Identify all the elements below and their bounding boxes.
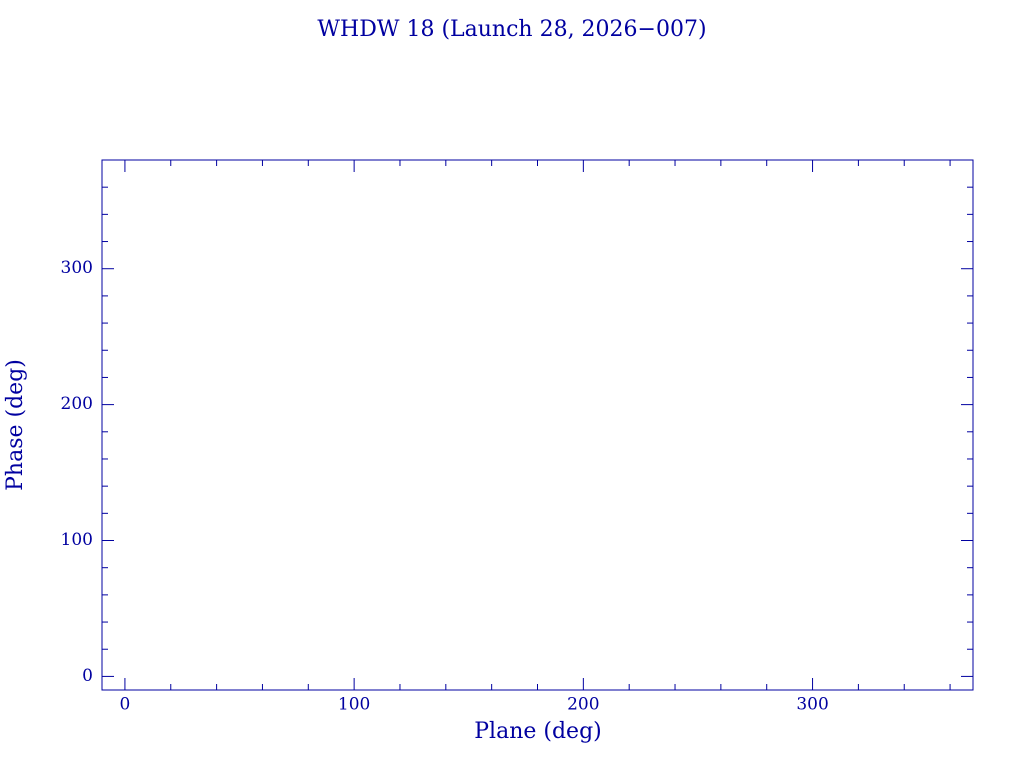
x-tick-label: 300: [796, 695, 828, 715]
y-tick-label: 100: [61, 530, 93, 550]
plot-frame: [101, 159, 974, 691]
y-tick-label: 300: [61, 258, 93, 278]
x-tick-label: 0: [120, 695, 131, 715]
x-axis-label: Plane (deg): [474, 719, 602, 744]
y-tick-label: 200: [61, 394, 93, 414]
y-tick-label: 0: [82, 666, 93, 686]
chart-title: WHDW 18 (Launch 28, 2026−007): [317, 17, 706, 42]
y-axis-label: Phase (deg): [3, 359, 28, 491]
x-tick-label: 100: [338, 695, 370, 715]
x-tick-label: 200: [567, 695, 599, 715]
